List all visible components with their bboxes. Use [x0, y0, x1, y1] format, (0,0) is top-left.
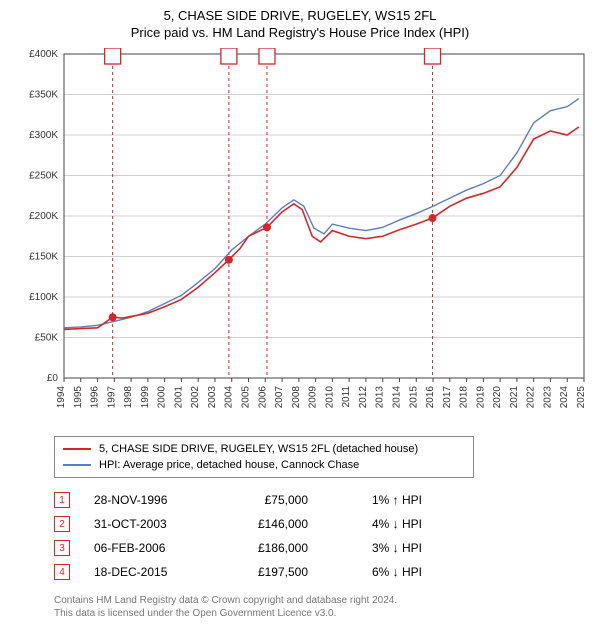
svg-text:2005: 2005: [241, 386, 252, 409]
svg-text:2013: 2013: [375, 386, 386, 409]
svg-text:3: 3: [264, 48, 270, 51]
svg-text:2006: 2006: [257, 386, 268, 409]
svg-text:4: 4: [430, 48, 436, 51]
svg-text:1996: 1996: [90, 386, 101, 409]
svg-text:2007: 2007: [274, 386, 285, 409]
legend-label: HPI: Average price, detached house, Cann…: [99, 457, 359, 473]
svg-text:£150K: £150K: [29, 252, 58, 263]
chart-container: 5, CHASE SIDE DRIVE, RUGELEY, WS15 2FL P…: [0, 0, 600, 630]
svg-text:£200K: £200K: [29, 211, 58, 222]
footer-attribution: Contains HM Land Registry data © Crown c…: [54, 594, 590, 620]
transaction-price: £186,000: [228, 541, 308, 555]
svg-text:2002: 2002: [190, 386, 201, 409]
chart-svg: £0 £50K £100K £150K £200K £250K £300K £350K £400…: [10, 48, 590, 428]
footer-line: Contains HM Land Registry data © Crown c…: [54, 594, 590, 607]
transaction-marker: 1: [54, 492, 70, 508]
svg-text:2: 2: [226, 48, 232, 51]
legend-label: 5, CHASE SIDE DRIVE, RUGELEY, WS15 2FL (…: [99, 441, 418, 457]
svg-text:2015: 2015: [408, 386, 419, 409]
svg-text:£100K: £100K: [29, 292, 58, 303]
svg-text:2025: 2025: [576, 386, 587, 409]
transaction-price: £75,000: [228, 493, 308, 507]
svg-text:2024: 2024: [559, 386, 570, 409]
svg-text:2001: 2001: [173, 386, 184, 409]
svg-text:2014: 2014: [391, 386, 402, 409]
svg-text:2023: 2023: [542, 386, 553, 409]
svg-text:1: 1: [110, 48, 116, 51]
svg-text:£250K: £250K: [29, 171, 58, 182]
chart-plot: £0 £50K £100K £150K £200K £250K £300K £350K £400…: [10, 48, 590, 428]
transaction-marker: 4: [54, 564, 70, 580]
svg-text:2004: 2004: [224, 386, 235, 409]
chart-title: 5, CHASE SIDE DRIVE, RUGELEY, WS15 2FL: [10, 8, 590, 23]
svg-text:1998: 1998: [123, 386, 134, 409]
legend-swatch: [63, 464, 91, 466]
transaction-row: 3 06-FEB-2006 £186,000 3% ↓ HPI: [54, 536, 590, 560]
transaction-price: £197,500: [228, 565, 308, 579]
transaction-delta: 6% ↓ HPI: [332, 565, 422, 579]
svg-text:1995: 1995: [73, 386, 84, 409]
transaction-price: £146,000: [228, 517, 308, 531]
transaction-delta: 4% ↓ HPI: [332, 517, 422, 531]
transaction-date: 06-FEB-2006: [94, 541, 204, 555]
svg-text:£0: £0: [47, 373, 59, 384]
svg-text:2009: 2009: [308, 386, 319, 409]
svg-text:2020: 2020: [492, 386, 503, 409]
transaction-marker: 3: [54, 540, 70, 556]
svg-text:2000: 2000: [157, 386, 168, 409]
svg-text:1994: 1994: [56, 386, 67, 409]
footer-line: This data is licensed under the Open Gov…: [54, 607, 590, 620]
svg-text:2016: 2016: [425, 386, 436, 409]
svg-text:2021: 2021: [509, 386, 520, 409]
svg-text:2011: 2011: [341, 386, 352, 408]
svg-text:£350K: £350K: [29, 90, 58, 101]
svg-text:2018: 2018: [459, 386, 470, 409]
transaction-delta: 3% ↓ HPI: [332, 541, 422, 555]
transaction-delta: 1% ↑ HPI: [332, 493, 422, 507]
transaction-date: 31-OCT-2003: [94, 517, 204, 531]
transaction-date: 18-DEC-2015: [94, 565, 204, 579]
chart-subtitle: Price paid vs. HM Land Registry's House …: [10, 25, 590, 40]
svg-text:2017: 2017: [442, 386, 453, 409]
legend-row: 5, CHASE SIDE DRIVE, RUGELEY, WS15 2FL (…: [63, 441, 465, 457]
svg-text:2022: 2022: [526, 386, 537, 409]
transaction-row: 2 31-OCT-2003 £146,000 4% ↓ HPI: [54, 512, 590, 536]
svg-text:£300K: £300K: [29, 130, 58, 141]
legend-row: HPI: Average price, detached house, Cann…: [63, 457, 465, 473]
legend-swatch: [63, 448, 91, 450]
transactions-table: 1 28-NOV-1996 £75,000 1% ↑ HPI 2 31-OCT-2003 £…: [54, 488, 590, 584]
transaction-row: 4 18-DEC-2015 £197,500 6% ↓ HPI: [54, 560, 590, 584]
svg-text:2012: 2012: [358, 386, 369, 409]
svg-text:£400K: £400K: [29, 49, 58, 60]
transaction-date: 28-NOV-1996: [94, 493, 204, 507]
svg-text:2008: 2008: [291, 386, 302, 409]
svg-text:£50K: £50K: [35, 333, 59, 344]
svg-text:1997: 1997: [106, 386, 117, 409]
svg-text:2010: 2010: [324, 386, 335, 409]
svg-text:2003: 2003: [207, 386, 218, 409]
svg-text:2019: 2019: [475, 386, 486, 409]
transaction-row: 1 28-NOV-1996 £75,000 1% ↑ HPI: [54, 488, 590, 512]
legend: 5, CHASE SIDE DRIVE, RUGELEY, WS15 2FL (…: [54, 436, 474, 478]
svg-text:1999: 1999: [140, 386, 151, 409]
transaction-marker: 2: [54, 516, 70, 532]
